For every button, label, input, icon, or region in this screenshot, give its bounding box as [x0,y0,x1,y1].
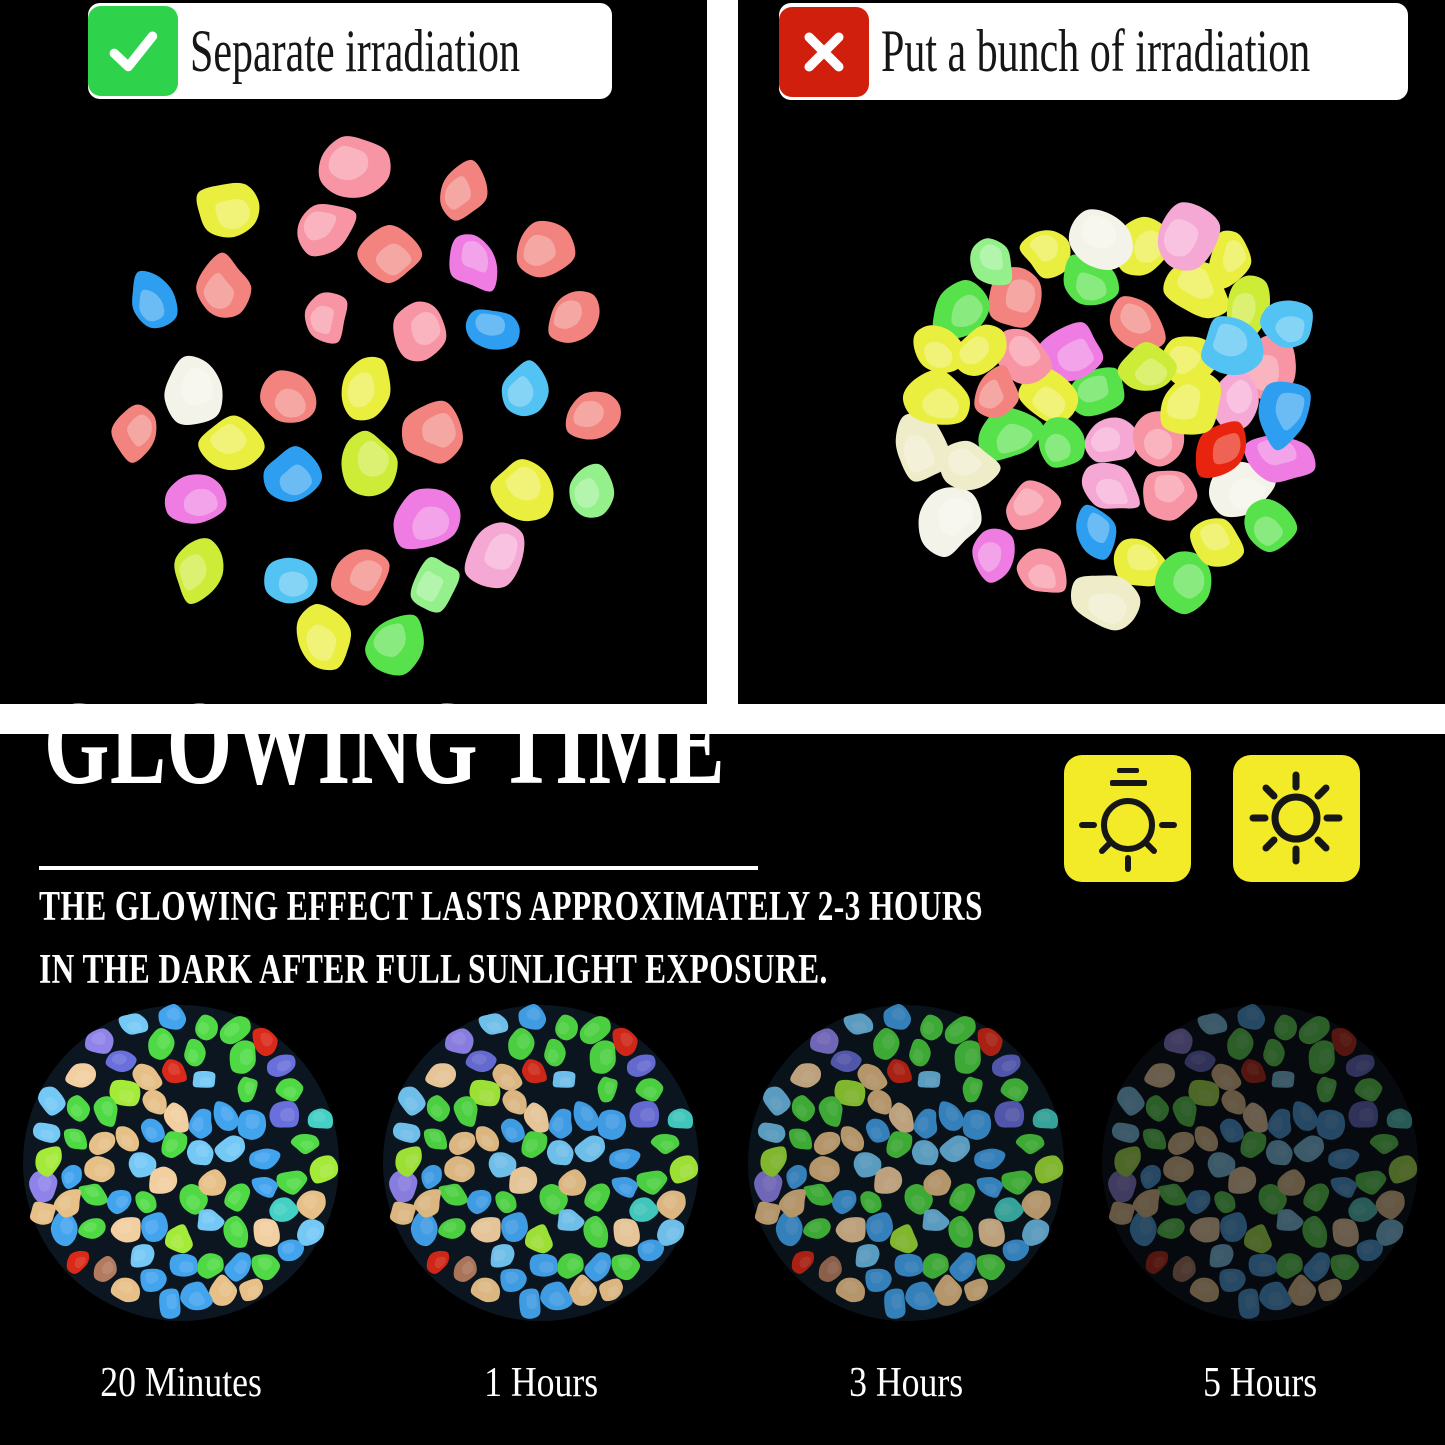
glowing-time-title: GLOWING TIME [44,676,726,809]
separate-irradiation-label: Separate irradiation [190,17,521,84]
horizontal-divider [0,704,1445,734]
cross-icon [779,6,869,97]
glow-stage: 5 Hours [1080,983,1440,1407]
glow-stage-photo [383,1003,699,1321]
description-line-2: IN THE DARK AFTER FULL SUNLIGHT EXPOSURE… [39,947,828,993]
stage-label: 3 Hours [848,1360,964,1406]
stage-label: 1 Hours [483,1360,599,1406]
separate-irradiation-panel: Separate irradiation [0,0,707,704]
description-line-1: THE GLOWING EFFECT LASTS APPROXIMATELY 2… [39,884,983,930]
title-underline [39,866,758,870]
glow-stage: 20 Minutes [1,983,361,1407]
check-icon [88,6,178,96]
light-icons-group [1064,755,1360,882]
bunched-pebbles-photo [895,202,1316,631]
glowing-time-description: THE GLOWING EFFECT LASTS APPROXIMATELY 2… [39,876,983,1002]
separate-pebbles-photo [111,136,621,676]
glow-stage: 3 Hours [726,983,1086,1407]
stage-label: 20 Minutes [100,1360,262,1406]
glow-stage-photo [1102,1003,1418,1321]
lamp-icon [1064,755,1191,882]
stage-label: 5 Hours [1202,1360,1318,1406]
vertical-divider [707,0,738,704]
glow-stage-photo [748,1003,1064,1321]
bunched-irradiation-chip: Put a bunch of irradiation [779,3,1408,100]
bunched-irradiation-panel: Put a bunch of irradiation [738,0,1445,704]
glow-stage-photo [23,1003,339,1321]
sun-icon [1233,755,1360,882]
bunched-irradiation-label: Put a bunch of irradiation [881,18,1311,84]
separate-irradiation-chip: Separate irradiation [88,3,612,99]
glow-stage: 1 Hours [361,983,721,1407]
glowing-time-section: GLOWING TIME THE GLOWING EFFECT LASTS AP… [0,676,1445,1445]
